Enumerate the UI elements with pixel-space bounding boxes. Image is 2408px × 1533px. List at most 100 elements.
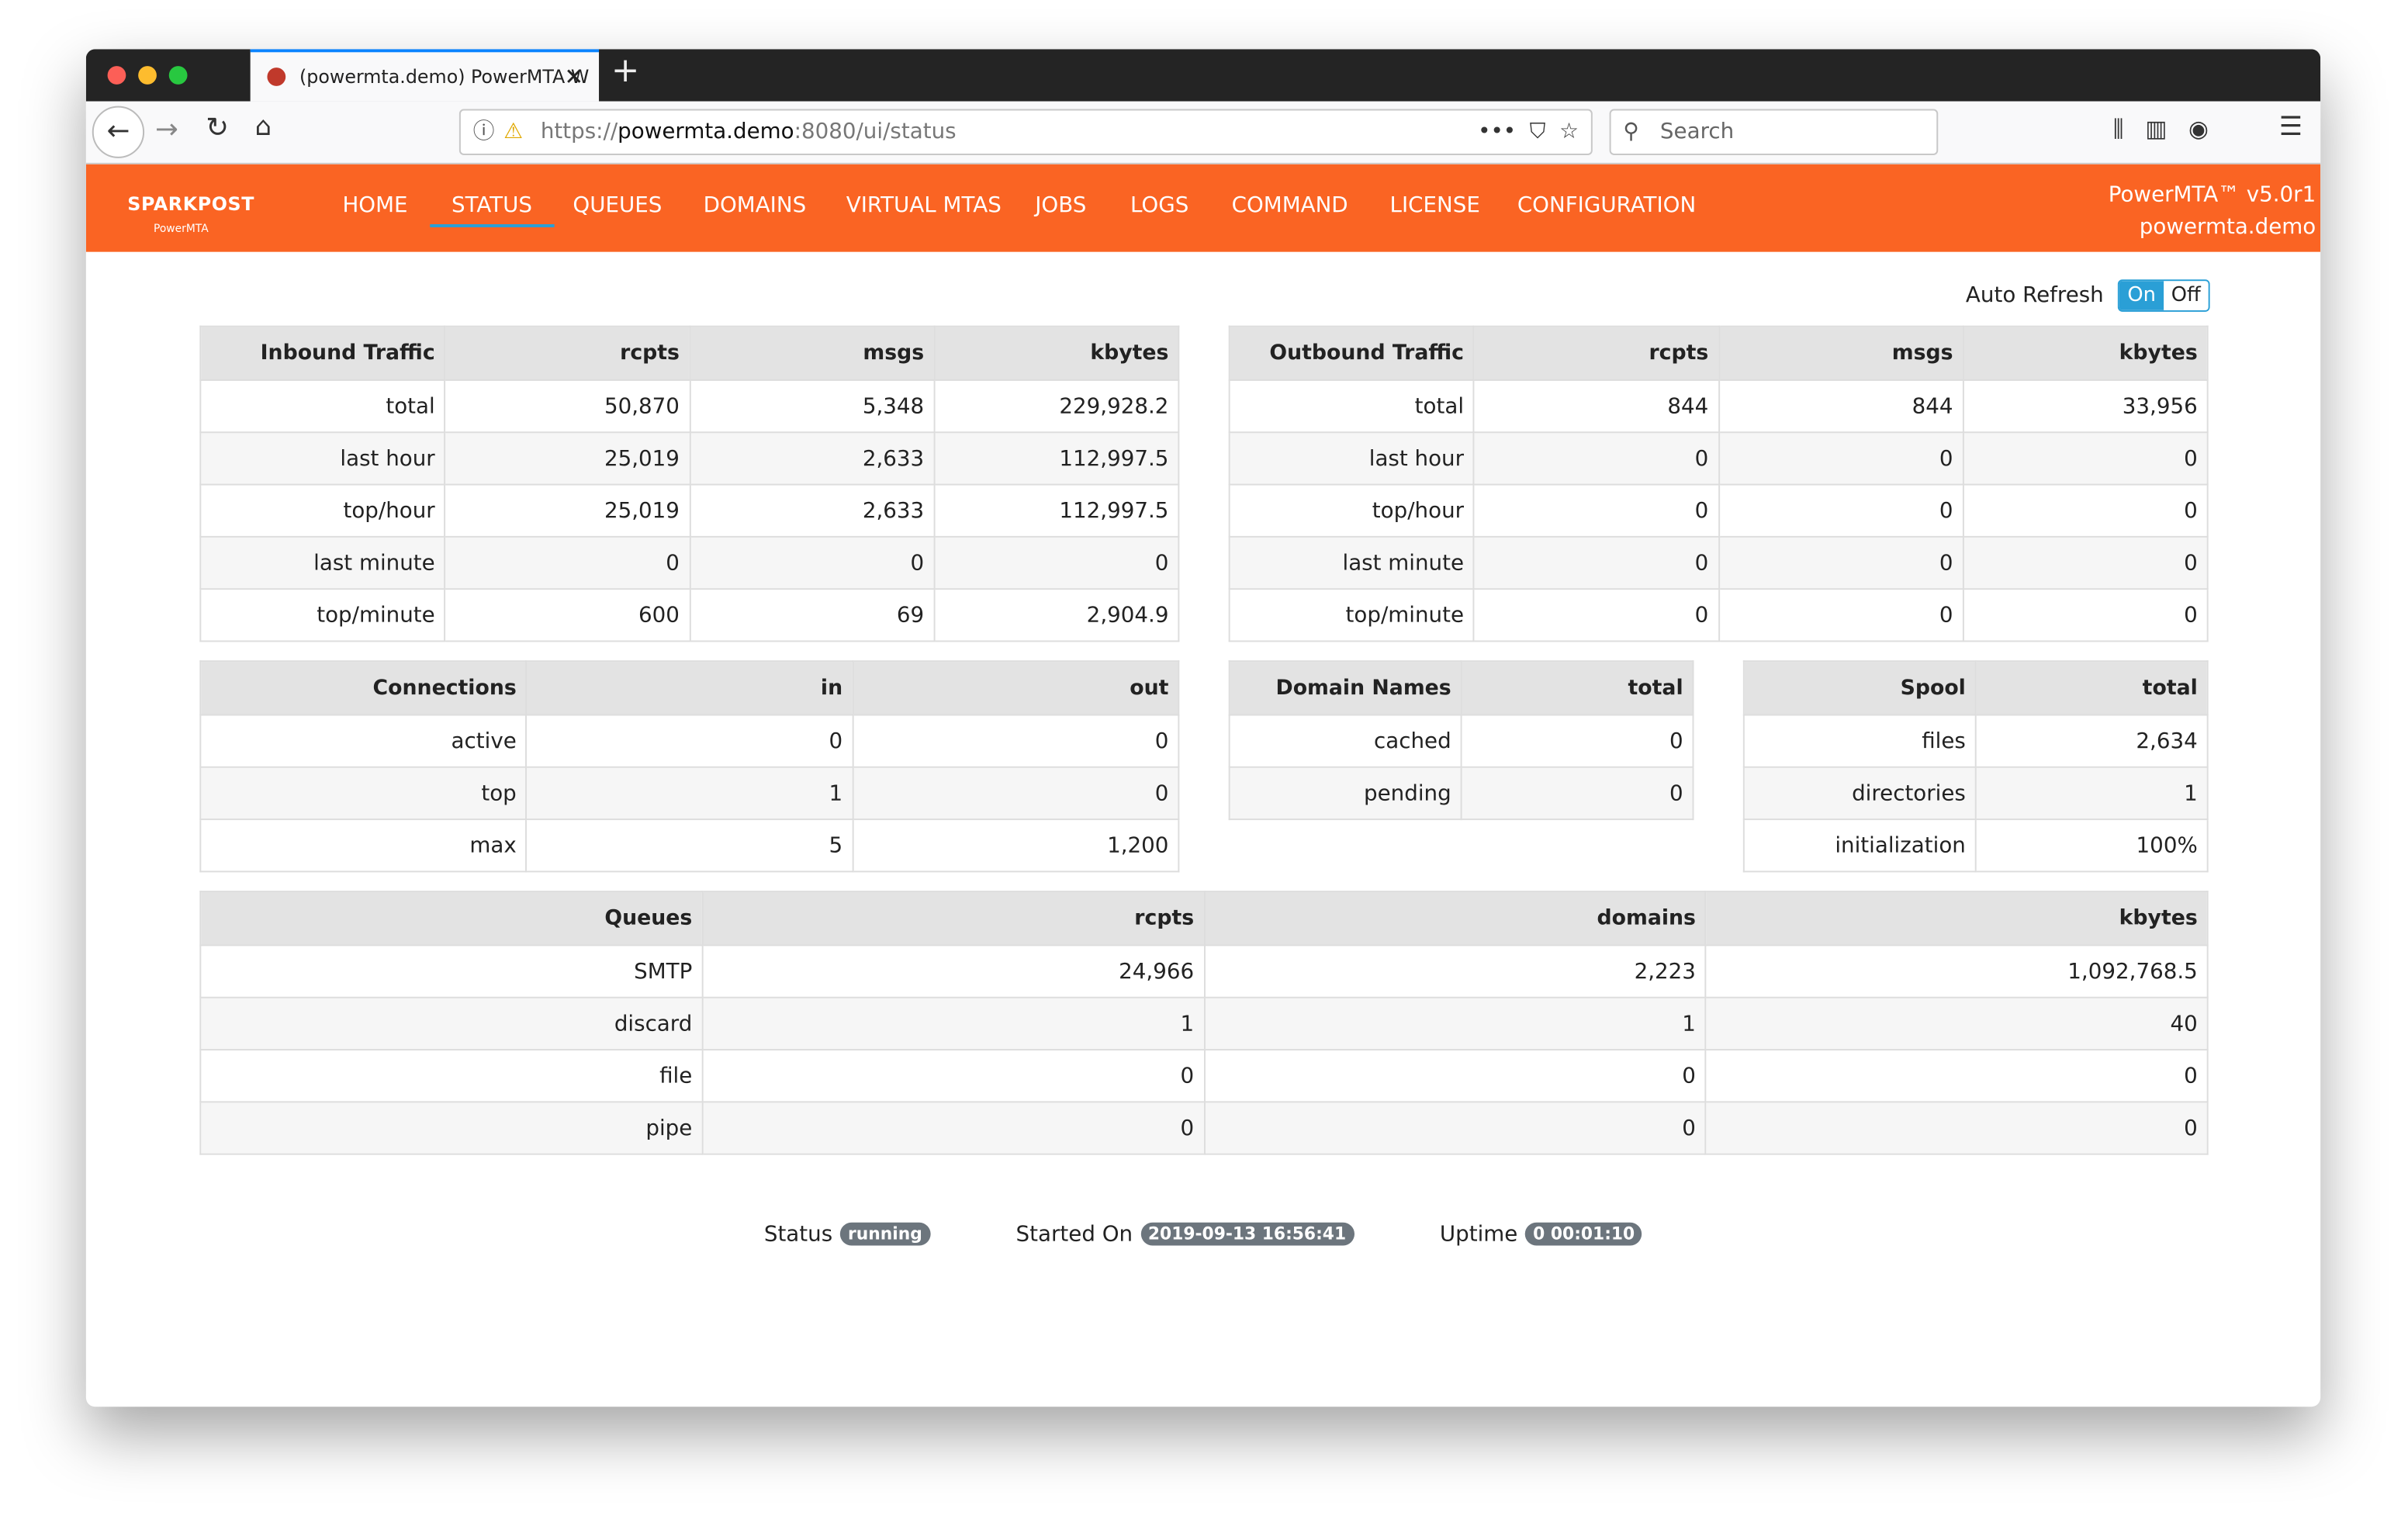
column-header: Domain Names xyxy=(1228,660,1462,716)
row-label: total xyxy=(1228,379,1475,434)
spool-table: Spool total files 2,634 directories 1 initiali… xyxy=(1742,660,2209,873)
table-row: top/hour 0 0 0 xyxy=(1228,483,2209,538)
auto-refresh: Auto Refresh On Off xyxy=(1966,279,2210,312)
cell: 0 xyxy=(701,1049,1205,1103)
cell: 1,092,768.5 xyxy=(1704,944,2209,998)
row-label: top/minute xyxy=(1228,588,1475,642)
cell: 0 xyxy=(1203,1101,1707,1155)
nav-item[interactable]: JOBS xyxy=(1035,193,1087,219)
row-label: active xyxy=(199,714,528,768)
table-row: last minute 0 0 0 xyxy=(1228,535,2209,590)
cell: 0 xyxy=(1962,431,2209,486)
cell: 0 xyxy=(444,535,690,590)
column-header: kbytes xyxy=(1704,891,2209,946)
cell: 844 xyxy=(1472,379,1720,434)
tab-favicon xyxy=(267,67,286,86)
page-actions[interactable]: ••• ⛉ ☆ xyxy=(1478,119,1579,145)
browser-window: (powermta.demo) PowerMTA W ✕ + ← → ↻ ⌂ ⓘ… xyxy=(85,49,2321,1407)
cell: 2,904.9 xyxy=(933,588,1180,642)
status-item: Started On 2019-09-13 16:56:41 xyxy=(1016,1222,1354,1247)
cell: 69 xyxy=(688,588,936,642)
search-icon: ⚲ xyxy=(1623,119,1639,145)
column-header: kbytes xyxy=(1962,325,2209,381)
nav-item[interactable]: LICENSE xyxy=(1389,193,1480,219)
auto-refresh-off[interactable]: Off xyxy=(2163,281,2209,310)
cell: 0 xyxy=(1472,535,1720,590)
cell: 0 xyxy=(525,714,853,768)
lock-icon: ⚠ xyxy=(503,119,524,145)
forward-button[interactable]: → xyxy=(154,113,178,147)
header-row: Connections in out xyxy=(199,660,1180,716)
cell: 0 xyxy=(1962,535,2209,590)
cell: 0 xyxy=(1962,483,2209,538)
row-label: top/minute xyxy=(199,588,446,642)
url-scheme: https:// xyxy=(540,119,618,145)
cell: 0 xyxy=(1718,431,1964,486)
table-row: last hour 25,019 2,633 112,997.5 xyxy=(199,431,1180,486)
toolbar-icons[interactable]: ⫼▥◉ xyxy=(2112,115,2230,144)
nav-item[interactable]: COMMAND xyxy=(1231,193,1348,219)
header-row: Outbound Traffic rcpts msgs kbytes xyxy=(1228,325,2209,381)
table-row: discard 1 1 40 xyxy=(199,996,2209,1051)
reload-button[interactable]: ↻ xyxy=(206,112,230,145)
row-label: last minute xyxy=(199,535,446,590)
cell: 5,348 xyxy=(688,379,936,434)
connections-table: Connections in out active 0 0 top 1 0 max 5 1,200 xyxy=(199,660,1180,873)
cell: 112,997.5 xyxy=(933,483,1180,538)
queues-table: Queues rcpts domains kbytes SMTP 24,966 2,223 1… xyxy=(199,891,2209,1155)
nav-item[interactable]: VIRTUAL MTAS xyxy=(846,193,1002,219)
table-row: pipe 0 0 0 xyxy=(199,1101,2209,1155)
row-label: last hour xyxy=(199,431,446,486)
row-label: top xyxy=(199,766,528,821)
back-button[interactable]: ← xyxy=(92,106,145,158)
column-header: total xyxy=(1974,660,2209,716)
version-info: PowerMTA™ v5.0r1 powermta.demo xyxy=(2109,180,2316,244)
version: PowerMTA™ v5.0r1 xyxy=(2108,182,2316,208)
row-label: last minute xyxy=(1228,535,1475,590)
home-button[interactable]: ⌂ xyxy=(254,112,272,144)
column-header: Inbound Traffic xyxy=(199,325,446,381)
auto-refresh-label: Auto Refresh xyxy=(1965,283,2104,308)
nav-item[interactable]: LOGS xyxy=(1130,193,1189,219)
url-bar[interactable]: ⓘ ⚠ https://powermta.demo:8080/ui/status… xyxy=(458,109,1593,155)
row-label: files xyxy=(1742,714,1977,768)
row-label: directories xyxy=(1742,766,1977,821)
url: https://powermta.demo:8080/ui/status xyxy=(541,111,957,154)
table-row: top 1 0 xyxy=(199,766,1180,821)
cell: 1,200 xyxy=(851,818,1180,873)
table-row: total 50,870 5,348 229,928.2 xyxy=(199,379,1180,434)
active-tab[interactable]: (powermta.demo) PowerMTA W ✕ xyxy=(250,49,600,102)
cell: 0 xyxy=(688,535,936,590)
cell: 1 xyxy=(701,996,1205,1051)
close-window[interactable] xyxy=(107,66,126,85)
nav-item[interactable]: QUEUES xyxy=(573,193,663,219)
tab-close[interactable]: ✕ xyxy=(564,63,584,91)
maximize-window[interactable] xyxy=(168,66,188,85)
nav-item[interactable]: DOMAINS xyxy=(703,193,807,219)
status-item: Uptime 0 00:01:10 xyxy=(1440,1222,1643,1247)
table-row: files 2,634 xyxy=(1742,714,2209,768)
status-bar: Status running Started On 2019-09-13 16:56:… xyxy=(86,1222,2320,1247)
new-tab[interactable]: + xyxy=(611,52,640,91)
logo[interactable]: SPARKPOST xyxy=(127,193,254,216)
nav-item[interactable]: STATUS xyxy=(451,193,532,219)
cell: 5 xyxy=(525,818,853,873)
active-nav-underline xyxy=(430,224,555,227)
search-bar[interactable]: ⚲ Search xyxy=(1609,109,1939,155)
cell: 0 xyxy=(1460,766,1694,821)
table-row: last hour 0 0 0 xyxy=(1228,431,2209,486)
minimize-window[interactable] xyxy=(138,66,157,85)
menu-button[interactable]: ☰ xyxy=(2278,112,2302,144)
column-header: rcpts xyxy=(701,891,1205,946)
cell: 0 xyxy=(851,714,1180,768)
tab-title: (powermta.demo) PowerMTA W xyxy=(299,66,590,88)
nav-item[interactable]: CONFIGURATION xyxy=(1517,193,1697,219)
nav-item[interactable]: HOME xyxy=(342,193,408,219)
cell: 1 xyxy=(1203,996,1707,1051)
auto-refresh-on[interactable]: On xyxy=(2119,281,2164,310)
column-header: in xyxy=(525,660,853,716)
column-header: out xyxy=(851,660,1180,716)
cell: 2,633 xyxy=(688,483,936,538)
row-label: top/hour xyxy=(1228,483,1475,538)
